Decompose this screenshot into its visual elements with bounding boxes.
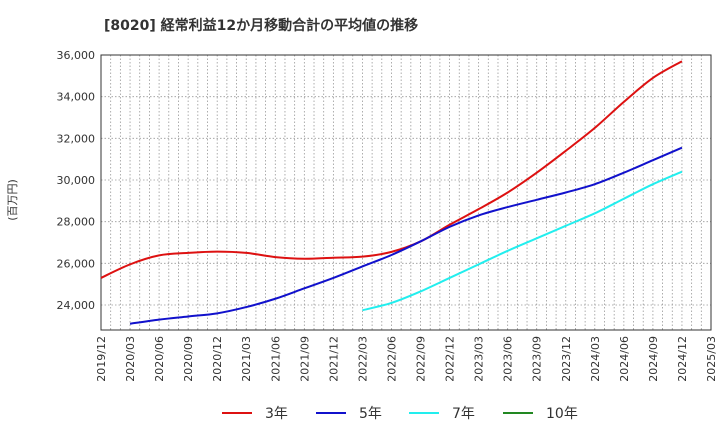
y-tick-label: 28,000 xyxy=(57,216,96,229)
x-tick-label: 2022/03 xyxy=(356,336,369,382)
y-tick-labels: 24,000 26,000 28,000 30,000 32,000 34,000 36,0… xyxy=(57,49,96,312)
legend-label: 5年 xyxy=(359,406,382,422)
x-tick-label: 2021/03 xyxy=(240,336,253,382)
y-axis-label: (百万円) xyxy=(6,179,19,221)
x-tick-label: 2024/09 xyxy=(647,336,660,382)
x-tick-label: 2025/03 xyxy=(705,336,718,382)
series-lines xyxy=(100,60,683,325)
x-tick-label: 2022/06 xyxy=(385,336,398,382)
series-line-2 xyxy=(362,170,683,312)
x-tick-label: 2023/12 xyxy=(560,336,573,382)
x-tick-label: 2020/03 xyxy=(124,336,137,382)
y-tick-label: 24,000 xyxy=(57,299,96,312)
legend: 3年 5年 7年 10年 xyxy=(222,406,578,422)
x-tick-label: 2020/09 xyxy=(182,336,195,382)
y-tick-label: 26,000 xyxy=(57,257,96,270)
x-tick-label: 2023/03 xyxy=(473,336,486,382)
x-tick-labels: 2019/12 2020/03 2020/06 2020/09 2020/12 2021/… xyxy=(95,336,718,382)
legend-label: 3年 xyxy=(265,406,288,422)
chart-title: [8020] 経常利益12か月移動合計の平均値の推移 xyxy=(104,17,418,34)
plot-frame xyxy=(100,54,712,331)
x-tick-label: 2022/12 xyxy=(444,336,457,382)
x-tick-label: 2023/09 xyxy=(531,336,544,382)
legend-label: 10年 xyxy=(546,406,578,422)
series-line-1 xyxy=(129,146,683,325)
x-tick-label: 2020/06 xyxy=(153,336,166,382)
x-tick-label: 2023/06 xyxy=(502,336,515,382)
grid-lines xyxy=(101,54,711,330)
x-tick-label: 2020/12 xyxy=(211,336,224,382)
x-tick-label: 2021/12 xyxy=(327,336,340,382)
x-tick-label: 2019/12 xyxy=(95,336,108,382)
x-tick-label: 2024/06 xyxy=(618,336,631,382)
x-tick-label: 2021/06 xyxy=(269,336,282,382)
y-tick-label: 36,000 xyxy=(57,49,96,62)
x-tick-label: 2024/03 xyxy=(589,336,602,382)
x-tick-label: 2024/12 xyxy=(676,336,689,382)
x-tick-label: 2021/09 xyxy=(298,336,311,382)
y-tick-label: 30,000 xyxy=(57,174,96,187)
legend-label: 7年 xyxy=(452,406,475,422)
series-line-0 xyxy=(100,60,683,279)
x-tick-label: 2022/09 xyxy=(415,336,428,382)
y-tick-label: 34,000 xyxy=(57,91,96,104)
y-tick-label: 32,000 xyxy=(57,132,96,145)
